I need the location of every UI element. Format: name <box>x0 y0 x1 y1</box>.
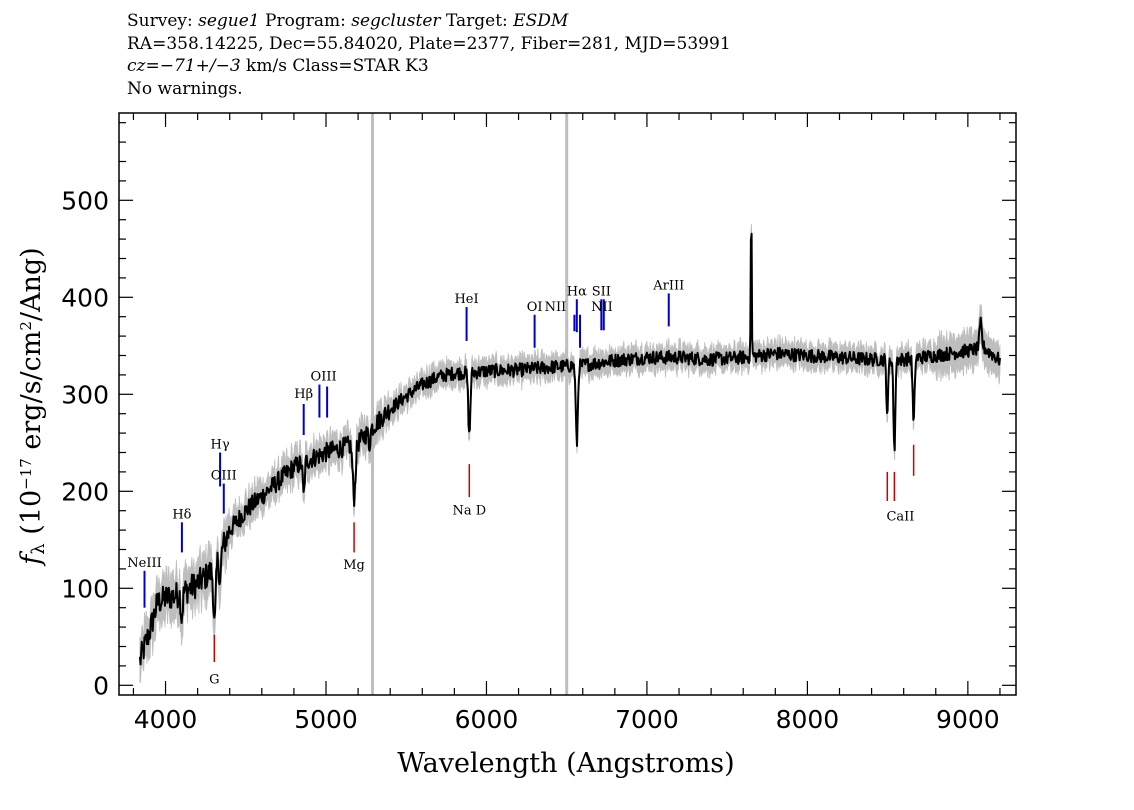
emission-line-markers: NeIII Hδ Hγ OIII Hβ HeI OI Hα SII ArIII OIII NII NII <box>127 279 684 608</box>
header-line-coordinates: RA=358.14225, Dec=55.84020, Plate=2377, … <box>127 33 731 54</box>
emission-label-4: Hβ <box>294 387 313 402</box>
x-axis-title: Wavelength (Angstroms) <box>397 748 734 779</box>
sky-bands <box>371 113 569 695</box>
emission-label-3: OIII <box>211 469 237 484</box>
program-label: Program: <box>265 11 346 31</box>
y-axis-title-exp1: −17 <box>17 458 35 490</box>
absorption-label-2: Na D <box>452 504 486 519</box>
x-tick-label-5000: 5000 <box>294 705 358 734</box>
axis-ticks <box>119 113 1016 695</box>
y-tick-label-500: 500 <box>61 186 109 215</box>
emission-label-0: NeIII <box>127 556 161 571</box>
spectrum-header: Survey: segue1 Program: segcluster Targe… <box>127 10 731 100</box>
emission-label-1: Hδ <box>172 507 191 522</box>
emission-label-2: Hγ <box>211 438 230 453</box>
cz-units-class: km/s Class=STAR K3 <box>240 56 429 76</box>
y-axis-title-lambda: λ <box>28 543 49 554</box>
flux-error-area <box>139 223 1001 684</box>
absorption-extra-label-0: CaII <box>886 509 914 524</box>
y-axis-title-part-c: /Ang) <box>16 247 47 321</box>
header-line-warnings: No warnings. <box>127 78 243 99</box>
emission-label-10: Hα <box>567 284 587 299</box>
absorption-line-markers: Mg G Na D CaII <box>209 444 914 687</box>
y-axis-title-part-b: erg/s/cm <box>16 331 47 459</box>
y-axis-title: fλ (10−17 erg/s/cm2/Ang) <box>16 247 49 566</box>
emission-extra-label-0: OIII <box>311 370 337 385</box>
flux-line <box>138 232 1001 666</box>
survey-value: segue1 <box>198 11 260 31</box>
y-tick-labels: 0 100 200 300 400 500 <box>61 186 109 700</box>
cz-value: −71+/−3 <box>159 56 241 76</box>
y-tick-label-200: 200 <box>61 477 109 506</box>
x-tick-labels: 4000 5000 6000 7000 8000 9000 <box>134 705 1000 734</box>
flux-error-band <box>139 223 1001 684</box>
y-tick-label-400: 400 <box>61 283 109 312</box>
target-label: Target: <box>445 11 508 31</box>
y-axis-title-f: f <box>16 551 47 567</box>
y-axis-title-part-a: (10 <box>16 490 47 543</box>
plot-frame <box>118 112 1017 696</box>
x-tick-label-9000: 9000 <box>936 705 1000 734</box>
header-line-survey: Survey: segue1 Program: segcluster Targe… <box>127 10 731 33</box>
emission-extra-label-1: NII <box>545 300 567 315</box>
x-tick-label-6000: 6000 <box>455 705 519 734</box>
emission-label-14: ArIII <box>652 279 684 294</box>
emission-label-12: SII <box>592 284 611 299</box>
target-value: ESDM <box>513 11 569 31</box>
emission-extra-label-2: NII <box>591 300 613 315</box>
y-tick-label-300: 300 <box>61 380 109 409</box>
x-tick-label-4000: 4000 <box>134 705 198 734</box>
x-tick-label-7000: 7000 <box>615 705 679 734</box>
y-axis-title-exp2: 2 <box>17 321 35 331</box>
y-tick-label-0: 0 <box>93 671 109 700</box>
y-tick-label-100: 100 <box>61 574 109 603</box>
absorption-label-0: Mg <box>343 558 365 573</box>
cz-label: cz= <box>127 56 160 76</box>
emission-label-7: HeI <box>454 292 478 307</box>
program-value: segcluster <box>351 11 441 31</box>
header-line-redshift: cz=−71+/−3 km/s Class=STAR K3 <box>127 55 731 78</box>
emission-label-8: OI <box>527 300 543 315</box>
absorption-label-1: G <box>209 672 219 687</box>
flux-series <box>138 232 1001 666</box>
x-tick-label-8000: 8000 <box>776 705 840 734</box>
survey-label: Survey: <box>127 11 193 31</box>
